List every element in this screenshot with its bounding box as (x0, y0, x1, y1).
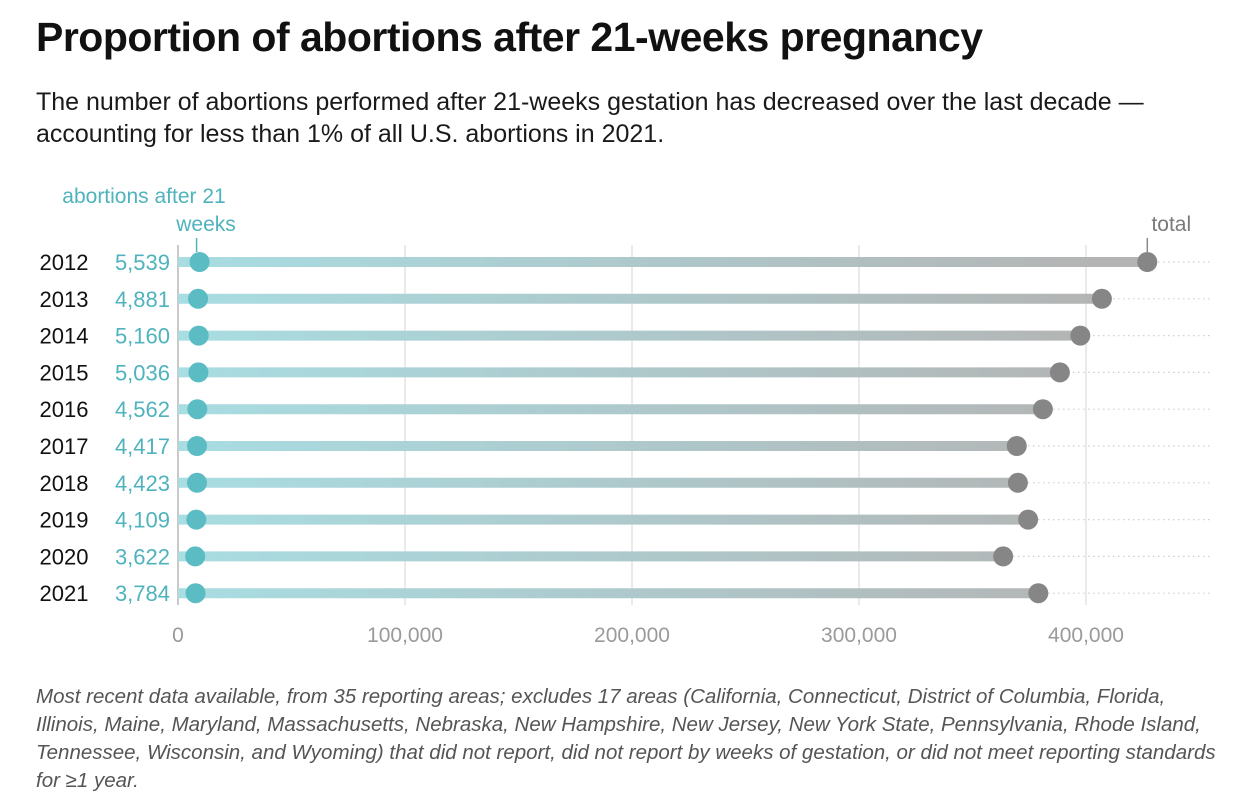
year-label: 2019 (40, 508, 89, 533)
total-dot (1028, 583, 1049, 604)
x-tick-label: 100,000 (367, 624, 443, 647)
total-dot (1091, 288, 1112, 309)
x-tick-label: 400,000 (1048, 624, 1124, 647)
after-21-weeks-value-label: 5,160 (115, 324, 170, 349)
year-label: 2021 (40, 581, 89, 606)
x-tick-label: 300,000 (821, 624, 897, 647)
total-dot (1049, 362, 1070, 383)
after-21-weeks-value-label: 3,622 (115, 544, 170, 569)
after-21-weeks-value-label: 5,036 (115, 360, 170, 385)
total-dot (1018, 509, 1039, 530)
total-dot (1032, 399, 1053, 420)
after-21-weeks-value-label: 4,417 (115, 434, 170, 459)
x-tick-label: 0 (172, 624, 184, 647)
total-dot (1070, 325, 1091, 346)
after-21-weeks-dot (188, 325, 209, 346)
year-label: 2020 (40, 544, 89, 569)
after-21-weeks-dot (185, 546, 206, 567)
year-label: 2015 (40, 360, 89, 385)
after-21-weeks-value-label: 4,109 (115, 508, 170, 533)
year-label: 2016 (40, 397, 89, 422)
total-dot (1137, 252, 1158, 272)
year-label: 2018 (40, 471, 89, 496)
after-21-weeks-dot (188, 362, 209, 383)
after-21-weeks-dot (188, 288, 209, 309)
total-dot (993, 546, 1014, 567)
footnote: Most recent data available, from 35 repo… (36, 685, 1216, 792)
after-21-weeks-dot (187, 472, 208, 493)
year-label: 2012 (40, 250, 89, 275)
after-21-weeks-value-label: 5,539 (115, 250, 170, 275)
after-21-weeks-dot (186, 509, 207, 530)
after-21-weeks-dot (187, 436, 208, 456)
after-21-weeks-dot (185, 583, 206, 604)
after-21-weeks-dot (187, 399, 208, 420)
series-label-after-21-weeks-line2: weeks (175, 213, 236, 236)
after-21-weeks-value-label: 4,881 (115, 287, 170, 312)
year-label: 2014 (40, 324, 89, 349)
after-21-weeks-value-label: 4,423 (115, 471, 170, 496)
total-dot (1007, 472, 1028, 493)
series-label-total: total (1151, 213, 1191, 236)
series-label-after-21-weeks-line1: abortions after 21 (62, 185, 225, 208)
year-label: 2017 (40, 434, 89, 459)
x-tick-label: 200,000 (594, 624, 670, 647)
chart-title: Proportion of abortions after 21-weeks p… (36, 14, 983, 60)
total-dot (1006, 436, 1027, 456)
after-21-weeks-dot (189, 252, 210, 272)
after-21-weeks-value-label: 4,562 (115, 397, 170, 422)
dumbbell-chart: 0 100,000 200,000 300,000 400,000 abortions a… (40, 185, 1212, 647)
year-label: 2013 (40, 287, 89, 312)
chart-subtitle: The number of abortions performed after … (36, 88, 1144, 148)
after-21-weeks-value-label: 3,784 (115, 581, 170, 606)
